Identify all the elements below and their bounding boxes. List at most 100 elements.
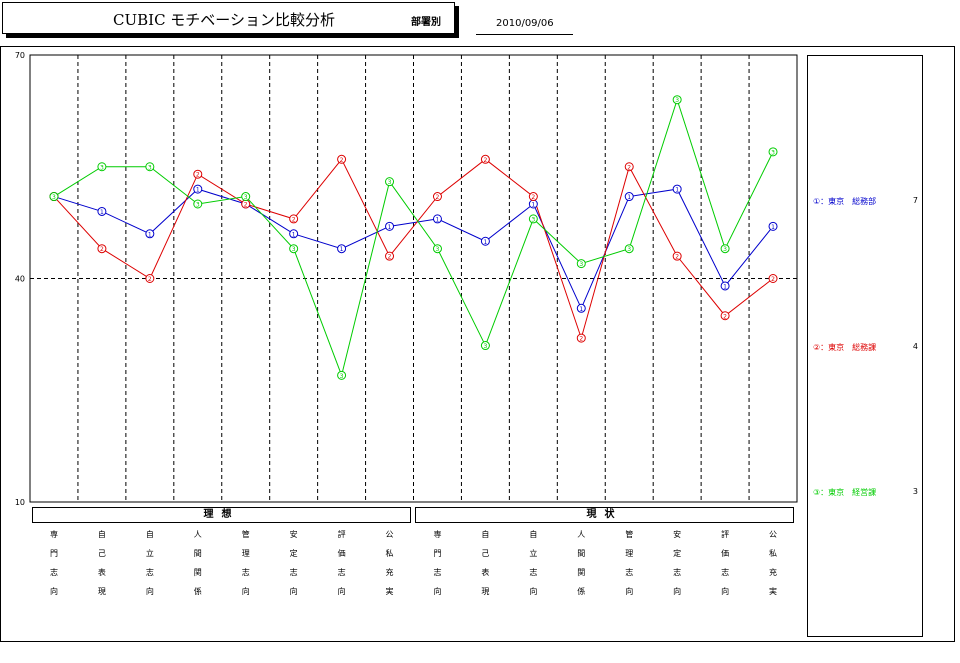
x-tick-label: 実 xyxy=(769,586,777,596)
x-tick-label: 人 xyxy=(577,530,585,539)
data-point-marker-2: 2 xyxy=(100,246,104,253)
series-line-2 xyxy=(53,158,774,340)
x-tick-label: 充 xyxy=(386,567,394,577)
data-point-3 xyxy=(145,162,155,172)
series-line-1 xyxy=(53,188,774,310)
data-point-marker-3: 3 xyxy=(340,373,344,380)
data-point-marker-1: 1 xyxy=(292,231,296,238)
data-point-marker-2: 2 xyxy=(723,313,727,320)
x-tick-label: 向 xyxy=(673,586,681,596)
data-point-1 xyxy=(289,229,299,239)
data-point-marker-3: 3 xyxy=(100,164,104,171)
x-tick-label: 表 xyxy=(98,567,106,577)
data-point-marker-3: 3 xyxy=(771,149,775,156)
y-tick-label: 40 xyxy=(15,275,25,284)
data-point-1 xyxy=(672,184,682,194)
data-point-marker-2: 2 xyxy=(388,254,392,261)
legend-count-3: 3 xyxy=(912,487,918,496)
x-tick-label: 価 xyxy=(721,548,729,558)
x-tick-label: 現 xyxy=(481,587,489,596)
data-point-3 xyxy=(49,192,59,202)
y-tick-label: 70 xyxy=(15,51,25,60)
x-tick-label: 管 xyxy=(242,529,250,539)
date-underline xyxy=(476,34,573,35)
data-point-marker-1: 1 xyxy=(340,246,344,253)
data-point-marker-1: 1 xyxy=(196,187,200,194)
x-tick-label: 公 xyxy=(386,530,394,539)
x-tick-label: 定 xyxy=(290,548,298,558)
data-point-1 xyxy=(97,206,107,216)
data-point-3 xyxy=(385,177,395,187)
data-point-marker-2: 2 xyxy=(579,336,583,343)
x-tick-label: 志 xyxy=(673,567,681,577)
x-tick-label: 定 xyxy=(673,548,681,558)
data-point-marker-3: 3 xyxy=(483,343,487,350)
data-point-marker-2: 2 xyxy=(244,202,248,209)
data-point-2 xyxy=(624,162,634,172)
x-tick-label: 門 xyxy=(433,549,441,558)
data-point-1 xyxy=(145,229,155,239)
data-point-1 xyxy=(193,184,203,194)
legend-count-1: 7 xyxy=(912,196,918,205)
data-point-3 xyxy=(768,147,778,157)
data-point-marker-1: 1 xyxy=(771,224,775,231)
data-point-marker-3: 3 xyxy=(579,261,583,268)
x-tick-label: 公 xyxy=(769,530,777,539)
x-tick-label: 志 xyxy=(625,567,633,577)
data-point-1 xyxy=(624,192,634,202)
data-point-3 xyxy=(289,244,299,254)
data-point-marker-2: 2 xyxy=(627,164,631,171)
x-tick-label: 向 xyxy=(721,586,729,596)
data-point-marker-3: 3 xyxy=(531,216,535,223)
x-tick-label: 向 xyxy=(146,586,154,596)
data-point-marker-1: 1 xyxy=(100,209,104,216)
data-point-1 xyxy=(432,214,442,224)
data-point-marker-3: 3 xyxy=(52,194,56,201)
data-point-marker-1: 1 xyxy=(436,216,440,223)
x-tick-label: 係 xyxy=(577,587,585,596)
x-tick-label: 私 xyxy=(386,549,394,558)
x-tick-label: 表 xyxy=(481,567,489,577)
data-point-marker-3: 3 xyxy=(675,97,679,104)
data-point-marker-1: 1 xyxy=(627,194,631,201)
data-point-3 xyxy=(480,341,490,351)
x-tick-label: 志 xyxy=(146,567,154,577)
data-point-marker-3: 3 xyxy=(148,164,152,171)
x-tick-label: 向 xyxy=(338,586,346,596)
legend-label-3: ③：東京 経営課 xyxy=(813,488,877,497)
x-tick-label: 自 xyxy=(529,529,537,539)
group-box-current: 現状 xyxy=(415,507,794,523)
data-point-marker-1: 1 xyxy=(531,202,535,209)
data-point-marker-2: 2 xyxy=(771,276,775,283)
data-point-marker-3: 3 xyxy=(723,246,727,253)
x-tick-label: 私 xyxy=(769,549,777,558)
data-point-3 xyxy=(241,192,251,202)
legend: ①：東京 総務部 7 ②：東京 総務課 4 ③：東京 経営課 3 xyxy=(807,55,923,637)
group-label-ideal: 理想 xyxy=(203,509,240,520)
legend-count-2: 4 xyxy=(912,342,918,351)
x-tick-label: 自 xyxy=(481,529,489,539)
x-tick-label: 人 xyxy=(194,530,202,539)
legend-label-2: ②：東京 総務課 xyxy=(813,343,877,352)
data-point-1 xyxy=(337,244,347,254)
x-tick-label: 立 xyxy=(529,548,537,558)
x-tick-label: 評 xyxy=(338,529,346,539)
data-point-3 xyxy=(576,259,586,269)
data-point-1 xyxy=(768,221,778,231)
x-tick-label: 間 xyxy=(577,549,585,558)
x-tick-label: 志 xyxy=(529,567,537,577)
report-date: 2010/09/06 xyxy=(496,18,554,29)
x-tick-label: 現 xyxy=(98,587,106,596)
x-tick-label: 評 xyxy=(721,529,729,539)
x-tick-label: 向 xyxy=(433,586,441,596)
data-point-marker-2: 2 xyxy=(340,157,344,164)
data-point-3 xyxy=(720,244,730,254)
data-point-marker-1: 1 xyxy=(388,224,392,231)
data-point-2 xyxy=(768,274,778,283)
data-point-2 xyxy=(672,251,682,261)
x-tick-label: 関 xyxy=(577,568,585,577)
x-tick-label: 安 xyxy=(290,529,298,539)
x-tick-label: 向 xyxy=(529,586,537,596)
y-tick-label: 10 xyxy=(15,498,25,507)
